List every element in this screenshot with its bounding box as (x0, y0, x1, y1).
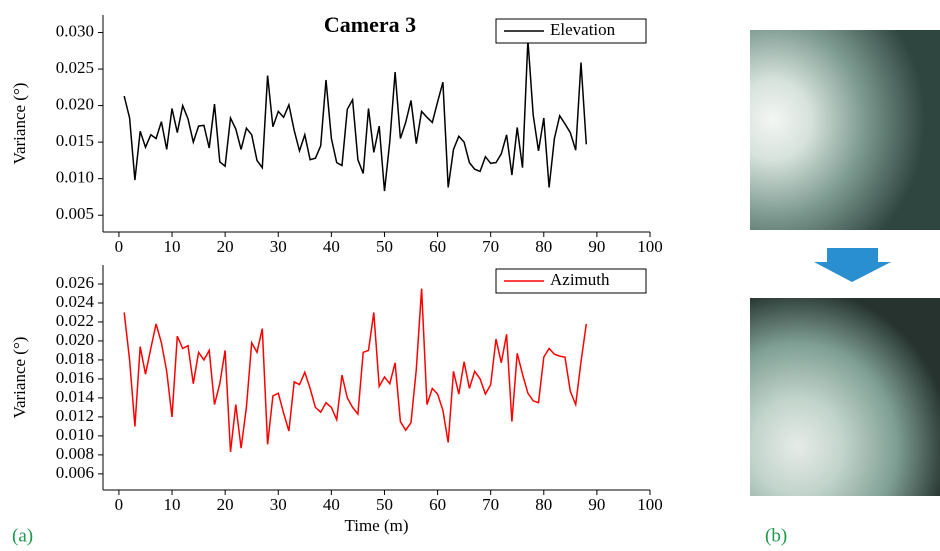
x-tick-label: 70 (482, 237, 499, 256)
y-tick-label: 0.022 (56, 311, 94, 330)
data-line (123, 39, 588, 192)
x-tick-label: 90 (588, 237, 605, 256)
x-tick-label: 40 (323, 495, 340, 514)
y-tick-label: 0.025 (56, 58, 94, 77)
x-tick-label: 60 (429, 495, 446, 514)
x-tick-label: 100 (637, 495, 663, 514)
legend-box (495, 268, 647, 294)
x-tick-label: 20 (217, 495, 234, 514)
chart-title: Camera 3 (324, 12, 416, 37)
x-tick-label: 0 (115, 495, 124, 514)
x-tick-label: 70 (482, 495, 499, 514)
x-tick-label: 10 (164, 495, 181, 514)
arrow (814, 248, 891, 282)
x-tick-label: 80 (535, 237, 552, 256)
x-tick-label: 30 (270, 495, 287, 514)
x-tick-label: 10 (164, 237, 181, 256)
data-line (123, 288, 588, 453)
y-tick-label: 0.010 (56, 425, 94, 444)
y-tick-label: 0.005 (56, 204, 94, 223)
legend-label: Azimuth (550, 270, 610, 289)
y-tick-label: 0.008 (56, 444, 94, 463)
y-tick-label: 0.020 (56, 330, 94, 349)
y-tick-label: 0.012 (56, 406, 94, 425)
y-tick-label: 0.015 (56, 131, 94, 150)
x-tick-label: 50 (376, 495, 393, 514)
x-tick-label: 30 (270, 237, 287, 256)
x-tick-label: 40 (323, 237, 340, 256)
camera-image-before (750, 30, 940, 230)
x-tick-label: 0 (115, 237, 124, 256)
y-tick-label: 0.006 (56, 463, 94, 482)
y-tick-label: 0.020 (56, 95, 94, 114)
y-tick-label: 0.014 (56, 387, 95, 406)
y-tick-label: 0.016 (56, 368, 94, 387)
x-tick-label: 100 (637, 237, 663, 256)
y-tick-label: 0.030 (56, 21, 94, 40)
x-axis-label: Time (m) (344, 516, 408, 535)
legend-label: Elevation (550, 20, 616, 39)
y-tick-label: 0.018 (56, 349, 94, 368)
y-tick-label: 0.024 (56, 292, 95, 311)
y-tick-label: 0.026 (56, 273, 94, 292)
y-axis-label: Variance (°) (10, 83, 29, 165)
panel-label: (b) (765, 525, 787, 546)
x-tick-label: 60 (429, 237, 446, 256)
x-tick-label: 80 (535, 495, 552, 514)
x-tick-label: 90 (588, 495, 605, 514)
y-tick-label: 0.010 (56, 168, 94, 187)
panel-label: (a) (12, 525, 33, 546)
camera-image-after (750, 298, 940, 496)
x-tick-label: 20 (217, 237, 234, 256)
x-tick-label: 50 (376, 237, 393, 256)
y-axis-label: Variance (°) (10, 337, 29, 419)
